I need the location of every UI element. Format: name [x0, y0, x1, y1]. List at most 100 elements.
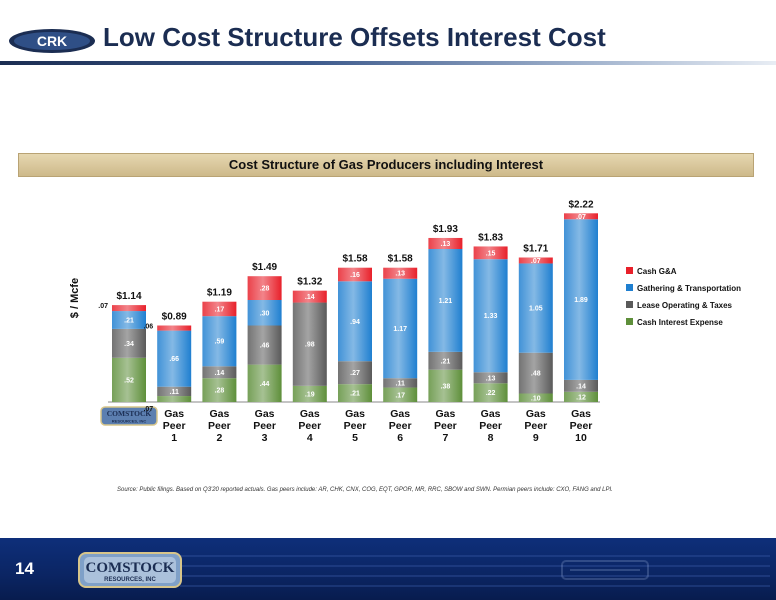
category-label: Gas	[571, 408, 591, 420]
data-label: .07	[576, 214, 586, 221]
data-label: .07	[531, 258, 541, 265]
data-label: .28	[260, 286, 270, 293]
bar-segment	[564, 213, 598, 220]
data-label: .21	[350, 391, 360, 398]
category-label: 1	[171, 432, 177, 444]
category-label: Gas	[164, 408, 184, 420]
bar-segment	[202, 378, 237, 402]
legend-swatch	[626, 267, 633, 274]
data-label: .48	[531, 371, 541, 378]
chart-legend: Cash G&A Gathering & Transportation Lease …	[626, 267, 741, 327]
total-label: $2.22	[568, 199, 593, 210]
data-label: .19	[305, 391, 315, 398]
data-label: .52	[124, 377, 134, 384]
bar-segment	[157, 325, 192, 331]
category-label: 4	[307, 432, 313, 444]
bar-segment	[518, 393, 553, 402]
crk-watermark-icon	[561, 560, 649, 580]
data-label: .06	[143, 324, 153, 331]
category-label: Peer	[524, 420, 547, 432]
bar-segment	[473, 372, 508, 384]
data-label: 1.21	[439, 298, 453, 305]
category-label: 3	[262, 432, 268, 444]
bar-segment	[112, 357, 146, 402]
total-label: $1.32	[297, 277, 322, 288]
category-label: Peer	[163, 420, 186, 432]
bar-segment	[518, 257, 553, 264]
footer-decoration	[180, 555, 770, 587]
data-label: .34	[124, 341, 134, 348]
bar-segment	[112, 328, 146, 358]
legend-swatch	[626, 301, 633, 308]
bar-segment	[157, 396, 192, 402]
bar-segment	[518, 352, 553, 394]
bar-segment	[292, 290, 327, 303]
bar-segment	[247, 276, 282, 300]
bar-segment	[338, 281, 372, 362]
data-label: .14	[576, 383, 586, 390]
bar-segment	[202, 316, 237, 367]
data-label: .13	[395, 271, 405, 278]
svg-text:RESOURCES, INC: RESOURCES, INC	[104, 577, 156, 583]
bar-segment	[428, 237, 463, 249]
category-label: 6	[397, 432, 403, 444]
category-label: Gas	[209, 408, 229, 420]
data-label: .94	[350, 319, 360, 326]
bar-segment	[473, 383, 508, 402]
data-label: .21	[441, 358, 451, 365]
data-label: .98	[305, 342, 315, 349]
svg-text:COMSTOCK: COMSTOCK	[86, 560, 175, 576]
bar-segment	[428, 351, 463, 370]
bar-segment	[112, 305, 146, 312]
page-number: 14	[15, 559, 34, 578]
cost-structure-chart: $ / Mcfe .52 .34 .21 .07 $1.14 COMSTOCKRESOURC…	[69, 199, 741, 444]
data-label: .15	[486, 250, 496, 257]
bar-segment	[564, 391, 598, 402]
data-label: .10	[531, 395, 541, 402]
category-label: 9	[533, 432, 539, 444]
total-label: $1.58	[388, 254, 413, 265]
total-label: $0.89	[162, 312, 187, 323]
data-label: .66	[169, 356, 179, 363]
legend-label: Gathering & Transportation	[637, 284, 741, 293]
data-label: .13	[486, 375, 496, 382]
data-label: 1.05	[529, 306, 543, 313]
bar-segment	[564, 219, 598, 380]
total-label: $1.49	[252, 262, 277, 273]
category-label: 7	[442, 432, 448, 444]
data-label: 1.33	[484, 313, 498, 320]
data-label: .11	[396, 380, 405, 387]
total-label: $1.58	[342, 254, 367, 265]
data-label: .17	[395, 392, 405, 399]
legend-swatch	[626, 284, 633, 291]
bar-segment	[202, 366, 237, 379]
legend-label: Cash G&A	[637, 267, 677, 276]
data-label: .14	[215, 370, 225, 377]
bar-segment	[473, 246, 508, 260]
bar-segment	[292, 385, 327, 402]
category-label: Peer	[389, 420, 412, 432]
svg-text:RESOURCES, INC: RESOURCES, INC	[112, 419, 147, 424]
data-label: 1.17	[393, 326, 407, 333]
total-label: $1.14	[116, 291, 141, 302]
bar-segment	[473, 259, 508, 373]
bar-segment	[292, 302, 327, 386]
bar-segment	[383, 267, 418, 279]
bar-segment	[338, 361, 372, 385]
category-label: Peer	[479, 420, 502, 432]
bar-segment	[338, 384, 372, 402]
data-label: .59	[215, 339, 225, 346]
legend-swatch	[626, 318, 633, 325]
category-label: Gas	[526, 408, 546, 420]
data-label: .07	[143, 406, 153, 413]
total-label: $1.71	[523, 244, 548, 255]
data-label: .12	[576, 394, 586, 401]
data-label: .14	[305, 294, 315, 301]
category-label: Peer	[208, 420, 231, 432]
